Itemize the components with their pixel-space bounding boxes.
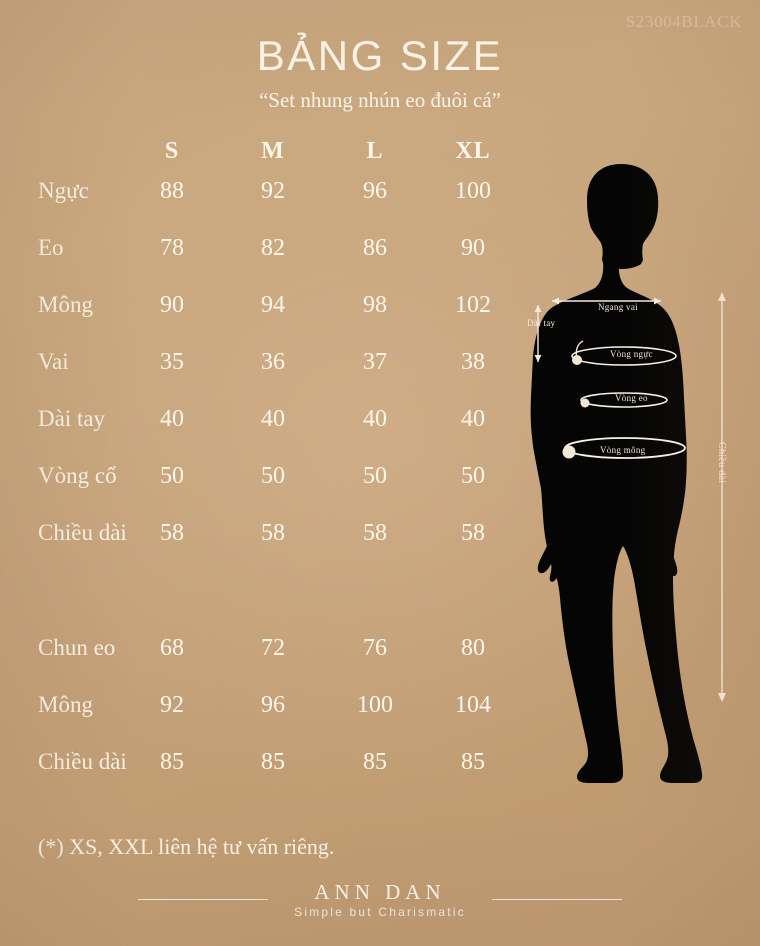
cell-value: 85: [261, 749, 285, 775]
table-group-separator: [30, 577, 510, 635]
size-table: S M L XL Ngực 88 92 96 100 Eo 78 82 86 9…: [30, 138, 510, 806]
cell-value: 50: [461, 463, 485, 489]
cell-value: 40: [461, 406, 485, 432]
cell-value: 40: [160, 406, 184, 432]
row-label: Chun eo: [38, 635, 116, 660]
cell-value: 94: [261, 292, 285, 318]
footer-rule-right: [492, 899, 622, 900]
tape-knot-hip: [562, 445, 576, 459]
table-row: Dài tay 40 40 40 40: [30, 406, 510, 463]
cell-value: 58: [160, 520, 184, 546]
cell-value: 96: [261, 692, 285, 718]
size-note: (*) XS, XXL liên hệ tư vấn riêng.: [38, 834, 335, 859]
cell-value: 86: [363, 235, 387, 261]
column-header-xl: XL: [455, 138, 491, 164]
cell-value: 78: [160, 235, 184, 261]
cell-value: 76: [363, 635, 387, 661]
row-label: Eo: [38, 235, 64, 260]
label-waist: Vòng eo: [615, 393, 648, 403]
cell-value: 50: [160, 463, 184, 489]
body-silhouette-diagram: [515, 160, 760, 785]
label-sleeve-length: Dài tay: [527, 318, 556, 328]
silhouette-shape: [530, 164, 703, 783]
table-row: Vòng cổ 50 50 50 50: [30, 463, 510, 520]
footer-rule-left: [138, 899, 268, 900]
brand-tagline: Simple but Charismatic: [294, 905, 466, 919]
column-header-s: S: [164, 138, 180, 164]
column-header-l: L: [366, 138, 384, 164]
cell-value: 38: [461, 349, 485, 375]
table-header-row: S M L XL: [30, 138, 510, 178]
table-row: Eo 78 82 86 90: [30, 235, 510, 292]
cell-value: 102: [455, 292, 491, 318]
table-row: Mông 90 94 98 102: [30, 292, 510, 349]
cell-value: 88: [160, 178, 184, 204]
label-shoulder-width: Ngang vai: [598, 302, 638, 312]
row-label: Chiều dài: [38, 520, 127, 545]
cell-value: 80: [461, 635, 485, 661]
table-row: Vai 35 36 37 38: [30, 349, 510, 406]
cell-value: 72: [261, 635, 285, 661]
table-row: Mông 92 96 100 104: [30, 692, 510, 749]
cell-value: 37: [363, 349, 387, 375]
tape-knot-waist: [580, 398, 590, 408]
tape-tail-bust: [575, 340, 584, 361]
cell-value: 40: [363, 406, 387, 432]
product-code: S23004BLACK: [625, 12, 742, 31]
table-row: Chiều dài 85 85 85 85: [30, 749, 510, 806]
cell-value: 36: [261, 349, 285, 375]
cell-value: 58: [363, 520, 387, 546]
cell-value: 85: [160, 749, 184, 775]
row-label: Vòng cổ: [38, 463, 117, 488]
row-label: Ngực: [38, 178, 89, 203]
cell-value: 68: [160, 635, 184, 661]
label-bust: Vòng ngực: [610, 349, 653, 359]
page-title: BẢNG SIZE: [256, 32, 504, 79]
cell-value: 100: [357, 692, 393, 718]
measure-tape-waist: [580, 392, 668, 408]
label-hip: Vòng mông: [600, 445, 646, 455]
row-label: Mông: [38, 692, 93, 717]
cell-value: 85: [461, 749, 485, 775]
row-label: Chiều dài: [38, 749, 127, 774]
cell-value: 92: [160, 692, 184, 718]
cell-value: 100: [455, 178, 491, 204]
brand-name: ANN DAN: [314, 880, 446, 904]
overall-length-arrow: [718, 292, 726, 702]
sleeve-length-arrow: [534, 305, 542, 362]
cell-value: 35: [160, 349, 184, 375]
row-label: Dài tay: [38, 406, 106, 431]
row-label: Vai: [38, 349, 69, 374]
cell-value: 104: [455, 692, 491, 718]
label-overall-length: Chiều dài: [716, 442, 727, 484]
table-row: Chun eo 68 72 76 80: [30, 635, 510, 692]
cell-value: 98: [363, 292, 387, 318]
cell-value: 85: [363, 749, 387, 775]
measure-tape-bust: [571, 346, 677, 366]
row-label: Mông: [38, 292, 93, 317]
column-header-m: M: [261, 138, 285, 164]
cell-value: 92: [261, 178, 285, 204]
shoulder-width-arrow: [552, 297, 661, 305]
cell-value: 58: [461, 520, 485, 546]
page-subtitle: “Set nhung nhún eo đuôi cá”: [258, 88, 502, 112]
cell-value: 96: [363, 178, 387, 204]
cell-value: 90: [461, 235, 485, 261]
cell-value: 82: [261, 235, 285, 261]
cell-value: 58: [261, 520, 285, 546]
cell-value: 50: [261, 463, 285, 489]
table-row: Ngực 88 92 96 100: [30, 178, 510, 235]
table-row: Chiều dài 58 58 58 58: [30, 520, 510, 577]
cell-value: 50: [363, 463, 387, 489]
cell-value: 40: [261, 406, 285, 432]
cell-value: 90: [160, 292, 184, 318]
